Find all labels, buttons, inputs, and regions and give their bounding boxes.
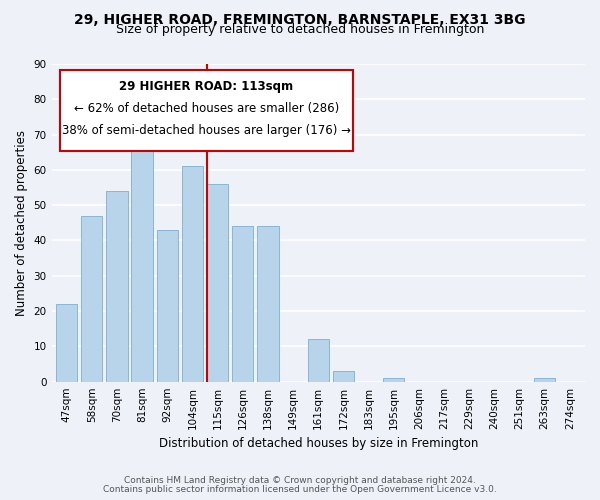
FancyBboxPatch shape [59, 70, 353, 152]
Text: Contains public sector information licensed under the Open Government Licence v3: Contains public sector information licen… [103, 484, 497, 494]
Bar [207, 184, 229, 382]
X-axis label: Distribution of detached houses by size in Fremington: Distribution of detached houses by size … [158, 437, 478, 450]
Text: 38% of semi-detached houses are larger (176) →: 38% of semi-detached houses are larger (… [62, 124, 351, 138]
Text: Size of property relative to detached houses in Fremington: Size of property relative to detached ho… [116, 22, 484, 36]
Text: Contains HM Land Registry data © Crown copyright and database right 2024.: Contains HM Land Registry data © Crown c… [124, 476, 476, 485]
Bar [232, 226, 253, 382]
Bar [106, 191, 128, 382]
Bar [333, 371, 354, 382]
Y-axis label: Number of detached properties: Number of detached properties [15, 130, 28, 316]
Bar [383, 378, 404, 382]
Bar [308, 340, 329, 382]
Bar [534, 378, 556, 382]
Text: ← 62% of detached houses are smaller (286): ← 62% of detached houses are smaller (28… [74, 102, 339, 115]
Bar [131, 124, 153, 382]
Bar [56, 304, 77, 382]
Text: 29 HIGHER ROAD: 113sqm: 29 HIGHER ROAD: 113sqm [119, 80, 293, 93]
Bar [182, 166, 203, 382]
Text: 29, HIGHER ROAD, FREMINGTON, BARNSTAPLE, EX31 3BG: 29, HIGHER ROAD, FREMINGTON, BARNSTAPLE,… [74, 12, 526, 26]
Bar [81, 216, 103, 382]
Bar [157, 230, 178, 382]
Bar [257, 226, 278, 382]
